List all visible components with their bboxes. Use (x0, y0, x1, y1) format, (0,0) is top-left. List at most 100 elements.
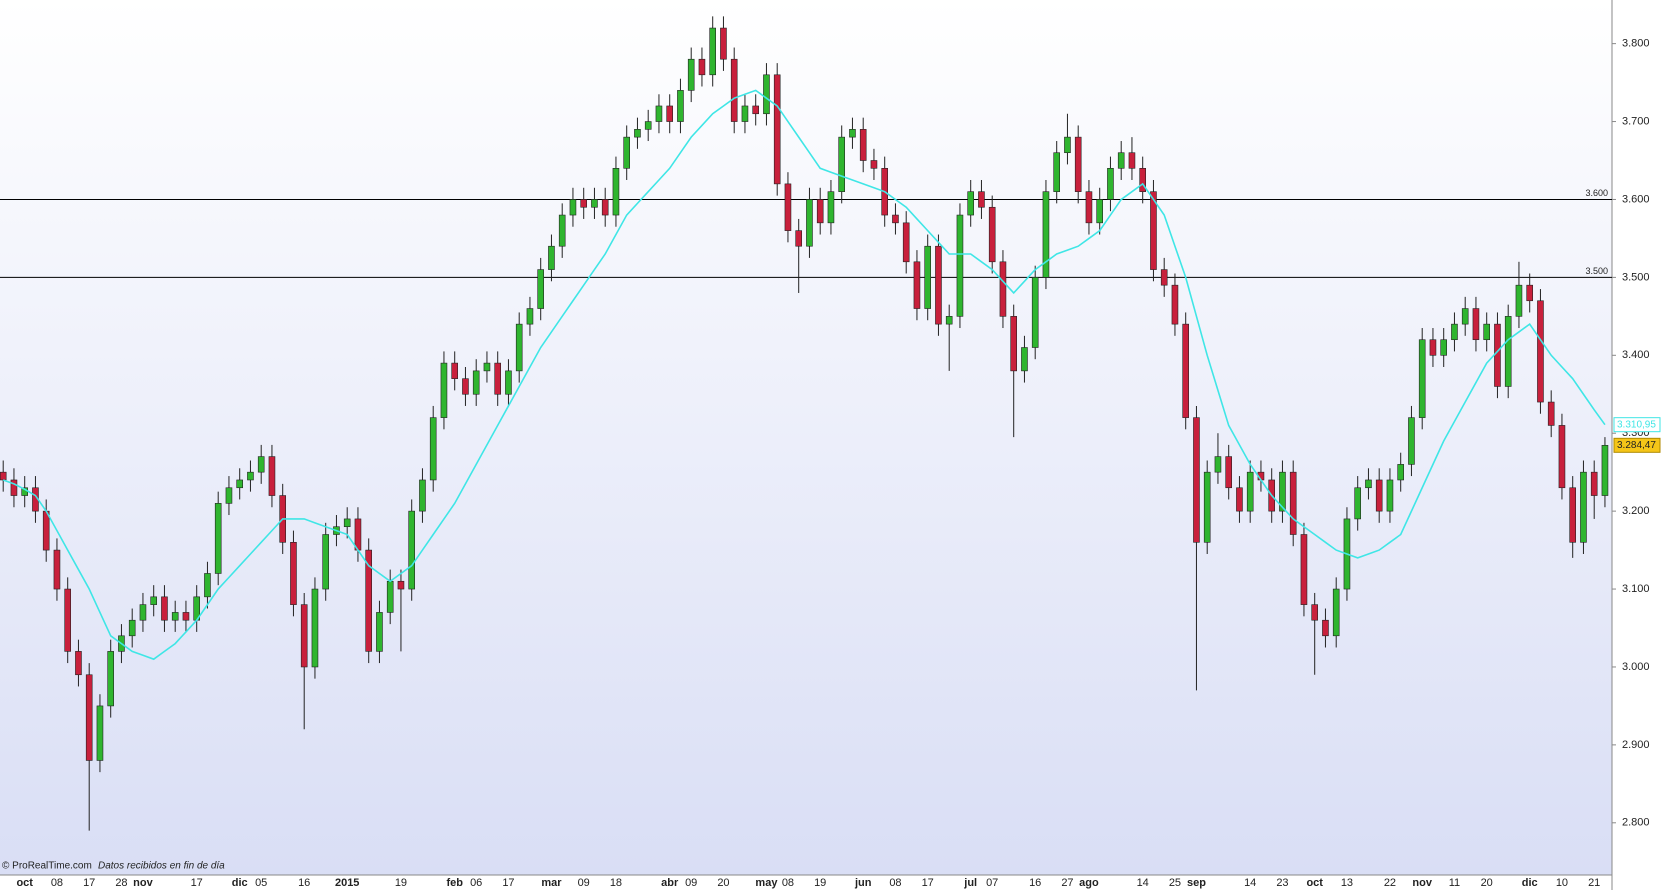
candle-body (257, 456, 265, 473)
candle-body (1558, 425, 1566, 489)
candle-body (838, 136, 846, 192)
candle-body (752, 105, 760, 115)
candle-body (698, 58, 706, 76)
candle-body (1074, 136, 1082, 192)
x-tick-label: 28 (115, 877, 127, 889)
candle-body (1021, 347, 1028, 372)
candle-body (1472, 308, 1480, 341)
candle-body (472, 370, 480, 395)
candle-body (214, 503, 222, 574)
candle-body (967, 191, 975, 216)
x-tick-label: 13 (1341, 877, 1353, 889)
candle-body (655, 105, 663, 122)
candle-body (0, 471, 7, 481)
close-price-box (1613, 437, 1661, 453)
x-tick-label: 09 (685, 877, 697, 889)
plot-background (0, 0, 1612, 875)
candle-body (300, 604, 308, 668)
candle-body (128, 619, 136, 637)
candle-body (1171, 284, 1179, 325)
candle-body (1569, 487, 1576, 543)
x-tick-label: 19 (395, 877, 407, 889)
candle-body (85, 674, 93, 761)
candle-body (666, 105, 674, 122)
candle-body (343, 518, 351, 528)
candle-body (1182, 323, 1189, 418)
candle-body (1461, 308, 1469, 325)
x-tick-label: 09 (578, 877, 590, 889)
y-tick-label: 3.500 (1622, 271, 1650, 283)
footer-source: © ProRealTime.com (2, 861, 92, 872)
x-tick-label: jul (963, 877, 977, 889)
candle-body (1526, 284, 1533, 302)
candle-body (526, 308, 534, 325)
y-tick-label: 3.700 (1622, 115, 1650, 127)
candle-body (1418, 339, 1426, 418)
x-tick-label: 2015 (335, 877, 359, 889)
candle-body (1010, 316, 1018, 372)
x-tick-label: 22 (1384, 877, 1396, 889)
x-tick-label: sep (1187, 877, 1206, 889)
candle-body (1107, 167, 1114, 200)
candle-body (204, 573, 211, 598)
candle-body (494, 362, 502, 395)
x-tick-label: 06 (470, 877, 482, 889)
candle-body (870, 160, 878, 169)
candle-body (1408, 417, 1415, 465)
candle-body (462, 378, 469, 395)
x-tick-label: oct (16, 877, 33, 889)
candle-body (709, 27, 717, 76)
candle-body (1440, 339, 1447, 356)
x-tick-label: nov (1412, 877, 1432, 889)
candle-body (741, 105, 749, 122)
candle-body (75, 651, 82, 676)
y-tick-label: 3.400 (1622, 349, 1650, 361)
close-price-label: 3.284,47 (1617, 440, 1656, 451)
candle-body (107, 651, 114, 707)
candle-body (42, 510, 50, 551)
candle-body (1246, 471, 1254, 512)
x-tick-label: ago (1079, 877, 1099, 889)
x-tick-label: 27 (1061, 877, 1073, 889)
candle-body (902, 222, 910, 263)
candle-body (1429, 339, 1437, 356)
candle-body (397, 580, 405, 590)
candle-body (1236, 487, 1243, 512)
x-tick-label: oct (1306, 877, 1323, 889)
candle-body (945, 316, 953, 325)
candle-body (623, 136, 631, 169)
candle-body (64, 588, 71, 652)
candle-body (10, 479, 18, 496)
x-tick-label: 18 (610, 877, 622, 889)
y-tick-label: 3.000 (1622, 661, 1650, 673)
ma-price-box (1613, 417, 1661, 433)
candle-body (1085, 191, 1093, 224)
candle-body (1451, 323, 1458, 341)
candle-body (1042, 191, 1050, 278)
x-tick-label: 21 (1588, 877, 1600, 889)
candle-body (1580, 471, 1587, 543)
candle-body (773, 74, 781, 185)
candle-body (924, 245, 932, 309)
candle-body (1537, 300, 1544, 403)
candle-body (96, 705, 104, 761)
x-tick-label: 08 (782, 877, 794, 889)
candle-body (1365, 479, 1372, 489)
candle-body (569, 199, 577, 216)
candle-body (1397, 464, 1404, 481)
x-tick-label: 25 (1169, 877, 1181, 889)
x-tick-label: may (755, 877, 778, 889)
y-tick-label: 2.900 (1622, 739, 1650, 751)
candle-body (171, 612, 179, 621)
candle-body (1064, 136, 1071, 154)
candle-body (730, 58, 738, 122)
candle-body (687, 58, 695, 91)
candle-body (795, 230, 803, 247)
x-tick-label: 17 (83, 877, 95, 889)
candle-body (537, 269, 545, 309)
candle-body (580, 199, 588, 208)
candle-body (419, 479, 426, 512)
candle-body (1225, 456, 1232, 489)
candle-body (849, 129, 856, 138)
